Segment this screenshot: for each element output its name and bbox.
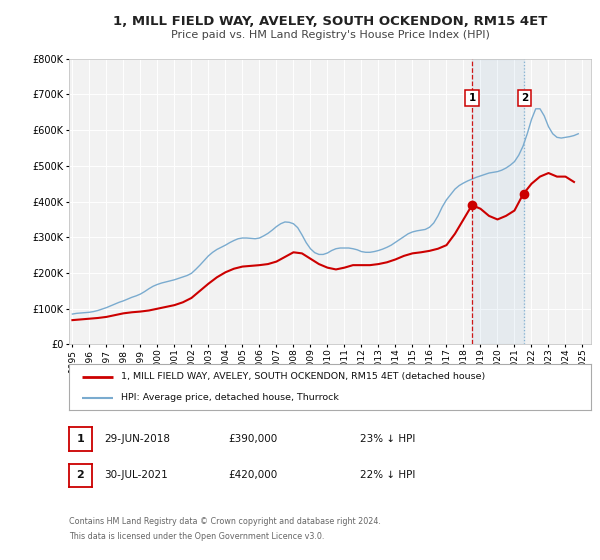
Text: £390,000: £390,000	[228, 434, 277, 444]
Text: 1: 1	[469, 93, 476, 103]
Text: £420,000: £420,000	[228, 470, 277, 480]
Text: 1, MILL FIELD WAY, AVELEY, SOUTH OCKENDON, RM15 4ET: 1, MILL FIELD WAY, AVELEY, SOUTH OCKENDO…	[113, 15, 547, 28]
Text: Contains HM Land Registry data © Crown copyright and database right 2024.: Contains HM Land Registry data © Crown c…	[69, 517, 381, 526]
Text: 29-JUN-2018: 29-JUN-2018	[104, 434, 170, 444]
Text: 1: 1	[77, 434, 84, 444]
Text: This data is licensed under the Open Government Licence v3.0.: This data is licensed under the Open Gov…	[69, 532, 325, 541]
Bar	[472, 59, 524, 344]
Text: 23% ↓ HPI: 23% ↓ HPI	[360, 434, 415, 444]
Text: 1, MILL FIELD WAY, AVELEY, SOUTH OCKENDON, RM15 4ET (detached house): 1, MILL FIELD WAY, AVELEY, SOUTH OCKENDO…	[121, 372, 485, 381]
Text: 30-JUL-2021: 30-JUL-2021	[104, 470, 167, 480]
Text: HPI: Average price, detached house, Thurrock: HPI: Average price, detached house, Thur…	[121, 393, 339, 402]
Text: Price paid vs. HM Land Registry's House Price Index (HPI): Price paid vs. HM Land Registry's House …	[170, 30, 490, 40]
Text: 2: 2	[521, 93, 528, 103]
Text: 22% ↓ HPI: 22% ↓ HPI	[360, 470, 415, 480]
Text: 2: 2	[77, 470, 84, 480]
